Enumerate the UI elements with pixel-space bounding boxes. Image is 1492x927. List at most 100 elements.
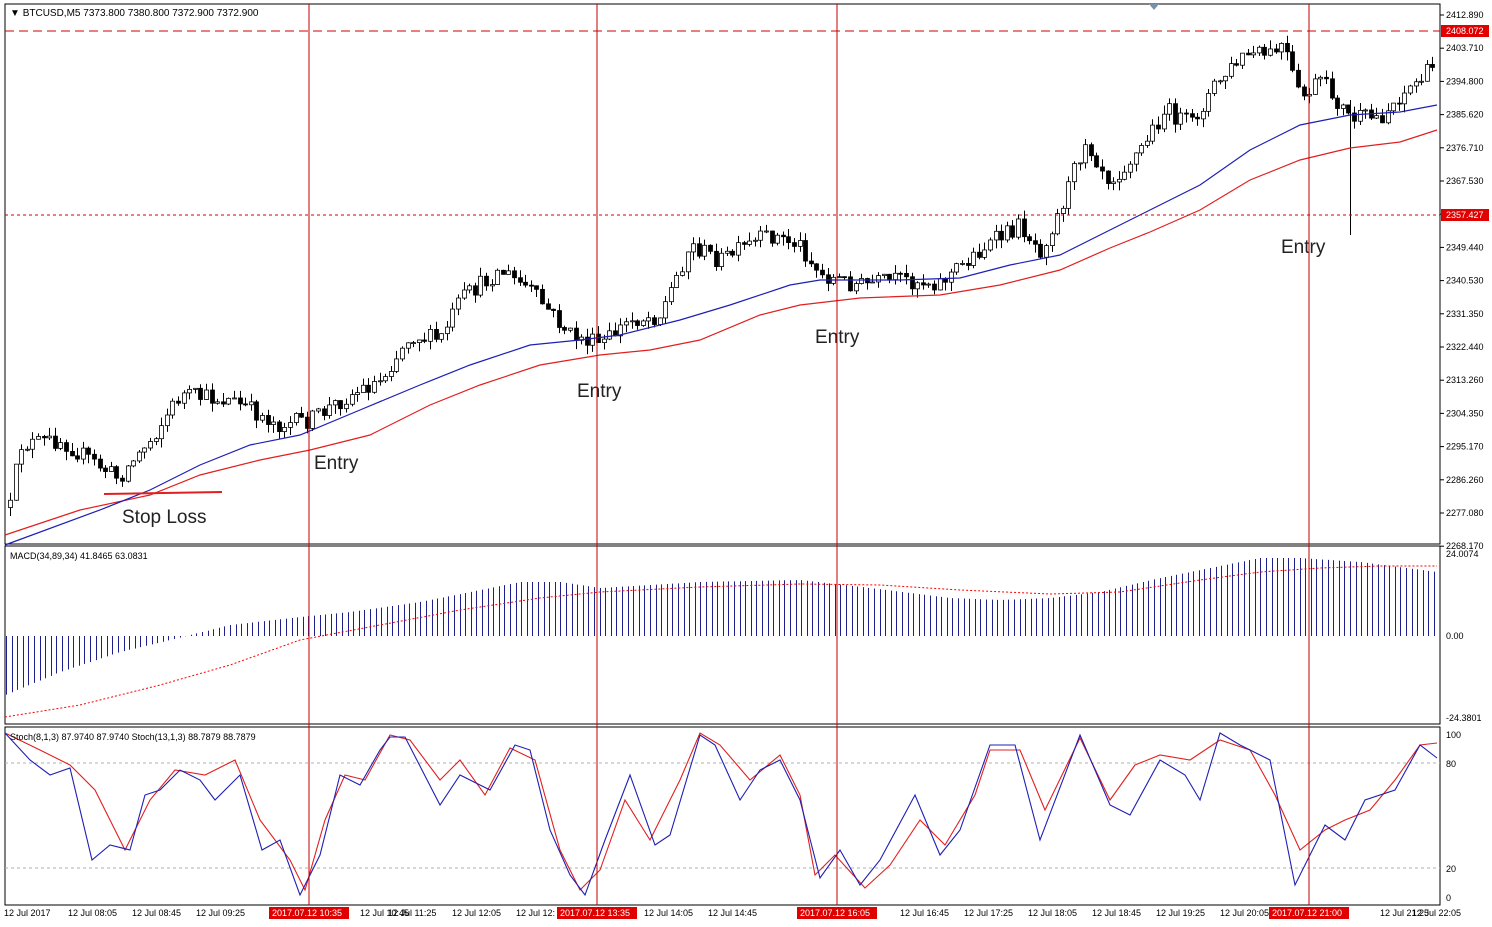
bullish-candle (1111, 181, 1116, 184)
time-badge-label-2: 2017.07.12 13:35 (560, 908, 630, 918)
bearish-candle (86, 447, 91, 455)
time-tick-label: 12 Jul 12:05 (452, 908, 501, 918)
bullish-candle (1419, 80, 1424, 83)
bullish-candle (109, 466, 114, 472)
symbol-title: ▼ BTCUSD,M5 7373.800 7380.800 7372.900 7… (10, 8, 259, 19)
bearish-candle (473, 285, 478, 296)
time-badge-4 (1269, 907, 1349, 919)
bullish-candle (1218, 80, 1223, 83)
bullish-candle (383, 376, 388, 382)
bullish-candle (1279, 43, 1284, 53)
time-tick-label: 12 Jul 16:45 (900, 908, 949, 918)
level-label-low: 2357.427 (1446, 210, 1484, 220)
time-tick-label: 12 Jul 2017 (4, 908, 51, 918)
price-tick-label: 2304.350 (1446, 408, 1484, 418)
bearish-candle (1190, 113, 1195, 118)
bearish-candle (635, 320, 640, 326)
bearish-candle (966, 263, 971, 266)
bearish-candle (1352, 112, 1357, 122)
bearish-candle (551, 308, 556, 311)
bearish-candle (366, 384, 371, 393)
bullish-candle (19, 449, 24, 465)
bullish-candle (260, 415, 265, 421)
stochastic-pane[interactable]: Stoch(8,1,3) 87.9740 87.9740 Stoch(13,1,… (4, 726, 1441, 906)
bullish-candle (854, 283, 859, 292)
bearish-candle (114, 466, 119, 479)
bullish-candle (271, 421, 276, 425)
bullish-candle (641, 320, 646, 326)
stoch-axis-80: 80 (1446, 759, 1456, 769)
bullish-candle (1044, 245, 1049, 258)
macd-histogram (6, 558, 1435, 695)
level-badge-high (1441, 25, 1489, 37)
bullish-candle (758, 230, 763, 241)
bullish-candle (490, 284, 495, 287)
bullish-candle (1386, 110, 1391, 124)
chart-shift-marker-icon[interactable] (1149, 4, 1159, 10)
bullish-candle (926, 283, 931, 286)
bullish-candle (960, 263, 965, 265)
bullish-candle (215, 401, 220, 404)
stop-loss-line[interactable] (103, 491, 223, 495)
bullish-candle (876, 275, 881, 283)
bullish-candle (624, 321, 629, 326)
bearish-candle (1397, 102, 1402, 105)
macd-signal-line (4, 565, 1437, 718)
price-tick-label: 2277.080 (1446, 508, 1484, 518)
bullish-candle (47, 435, 52, 439)
bullish-candle (361, 384, 366, 394)
bearish-candle (1033, 240, 1038, 245)
bearish-candle (266, 415, 271, 425)
bearish-candle (1290, 51, 1295, 71)
bullish-candle (1066, 181, 1071, 209)
bullish-candle (1391, 102, 1396, 112)
bullish-candle (182, 392, 187, 404)
bullish-candle (1055, 213, 1060, 235)
price-tick-label: 2412.890 (1446, 10, 1484, 20)
bullish-candle (327, 404, 332, 416)
bearish-candle (1330, 78, 1335, 99)
bearish-candle (70, 450, 75, 457)
entry-label-2: Entry (577, 381, 622, 402)
bullish-candle (333, 400, 338, 406)
bullish-candle (1318, 76, 1323, 80)
stoch-axis-20: 20 (1446, 864, 1456, 874)
bullish-candle (1178, 112, 1183, 125)
bearish-candle (585, 336, 590, 346)
bullish-candle (25, 448, 30, 451)
bullish-candle (232, 397, 237, 400)
bearish-candle (977, 251, 982, 258)
bullish-candle (316, 408, 321, 412)
bullish-candle (949, 271, 954, 283)
bullish-candle (81, 447, 86, 460)
time-badge-label-3: 2017.07.12 16:05 (800, 908, 870, 918)
bullish-candle (736, 242, 741, 256)
time-tick-label: 12 Jul 12: (516, 908, 555, 918)
bearish-candle (523, 281, 528, 286)
bearish-candle (697, 243, 702, 257)
bearish-candle (92, 453, 97, 460)
bearish-candle (1302, 86, 1307, 97)
price-tick-label: 2385.620 (1446, 110, 1484, 120)
bullish-candle (982, 249, 987, 258)
bullish-candle (1117, 178, 1122, 183)
bearish-candle (770, 230, 775, 244)
price-tick-label: 2349.440 (1446, 242, 1484, 252)
macd-pane[interactable]: MACD(34,89,34) 41.8465 63.0831 (4, 545, 1441, 725)
main-chart-pane[interactable]: ▼ BTCUSD,M5 7373.800 7380.800 7372.900 7… (4, 3, 1441, 546)
bearish-candle (120, 477, 125, 482)
bearish-candle (299, 413, 304, 418)
time-tick-label: 12 Jul 09:25 (196, 908, 245, 918)
bearish-candle (529, 284, 534, 287)
bearish-candle (1100, 166, 1105, 172)
price-tick-label: 2322.440 (1446, 342, 1484, 352)
bullish-candle (1050, 233, 1055, 247)
bullish-candle (1341, 104, 1346, 109)
bearish-candle (786, 236, 791, 244)
bearish-candle (238, 397, 243, 405)
bullish-candle (478, 275, 483, 296)
bullish-candle (669, 287, 674, 303)
bullish-candle (938, 278, 943, 291)
bearish-candle (210, 389, 215, 404)
